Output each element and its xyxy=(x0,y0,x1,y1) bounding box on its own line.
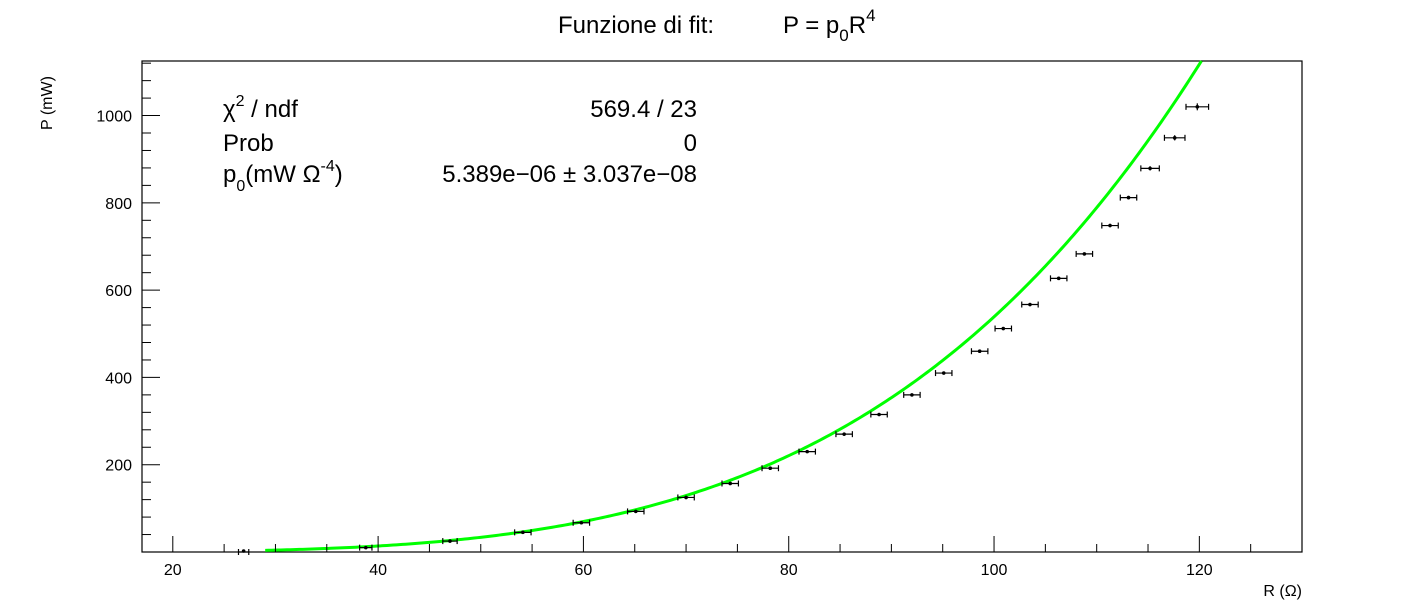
stats-chi2-sup: 2 xyxy=(236,93,245,110)
stats-prob-label: Prob xyxy=(223,130,274,157)
y-axis-title: P (mW) xyxy=(39,76,56,130)
data-point xyxy=(1001,326,1006,331)
y-tick-label: 1000 xyxy=(96,109,132,126)
data-point xyxy=(1108,223,1112,228)
data-point xyxy=(910,393,914,397)
data-point xyxy=(579,520,584,525)
y-tick-label: 800 xyxy=(105,196,132,213)
data-point xyxy=(842,432,846,436)
stats-chi2-label: χ2 / ndf xyxy=(223,93,298,123)
data-point xyxy=(448,539,452,543)
fit-curve-layer xyxy=(265,60,1203,552)
stats-chi2-suffix: / ndf xyxy=(245,96,299,123)
plot-frame xyxy=(141,60,1303,553)
stats-p0-unit-close: ) xyxy=(335,161,343,188)
x-tick-label: 80 xyxy=(780,562,798,579)
data-point xyxy=(728,481,733,486)
stats-p0-sub: 0 xyxy=(236,178,245,195)
data-point xyxy=(1148,166,1152,171)
data-point xyxy=(684,495,688,500)
y-tick-label: 600 xyxy=(105,283,132,300)
data-points-layer xyxy=(237,103,1210,555)
data-point xyxy=(1028,302,1032,307)
x-tick-label: 40 xyxy=(369,562,387,579)
chart-title-formula-sup: 4 xyxy=(866,6,875,25)
stats-p0-symbol: p xyxy=(223,161,236,188)
x-tick-label: 60 xyxy=(575,562,593,579)
data-point xyxy=(363,545,368,550)
data-point xyxy=(877,412,881,417)
x-axis-title: R (Ω) xyxy=(1263,583,1302,600)
x-tick-label: 20 xyxy=(164,562,182,579)
stats-p0-unit-open: (mW Ω xyxy=(245,161,320,188)
data-point xyxy=(1126,195,1131,200)
chart-title-formula-var: R xyxy=(849,12,866,39)
stats-chi2-value: 569.4 / 23 xyxy=(590,96,697,123)
chart-title-prefix: Funzione di fit: xyxy=(558,12,714,39)
stats-p0-label: p0(mW Ω-4) xyxy=(223,158,343,195)
chart-title-formula-sub: 0 xyxy=(839,26,848,45)
data-point xyxy=(1195,105,1200,109)
data-point xyxy=(241,549,246,553)
x-tick-label: 100 xyxy=(981,562,1008,579)
data-point xyxy=(1172,136,1177,140)
data-point xyxy=(1056,276,1061,281)
stats-p0-unit-sup: -4 xyxy=(321,158,335,175)
fit-curve xyxy=(265,60,1203,552)
chart-title-formula: P = p0R4 xyxy=(783,6,876,45)
x-tick-label: 120 xyxy=(1186,562,1213,579)
y-tick-label: 200 xyxy=(105,458,132,475)
data-point xyxy=(1082,252,1087,256)
data-point xyxy=(521,530,525,535)
data-point xyxy=(977,349,982,354)
data-point xyxy=(768,466,773,471)
data-point xyxy=(805,449,810,454)
chart-title-formula-main: P = p xyxy=(783,12,839,39)
y-tick-label: 400 xyxy=(105,370,132,387)
stats-prob-value: 0 xyxy=(684,130,697,157)
stats-p0-value: 5.389e−06 ± 3.037e−08 xyxy=(442,161,697,188)
data-point xyxy=(941,371,946,375)
stats-chi2-symbol: χ xyxy=(223,96,236,123)
data-point xyxy=(633,509,638,514)
